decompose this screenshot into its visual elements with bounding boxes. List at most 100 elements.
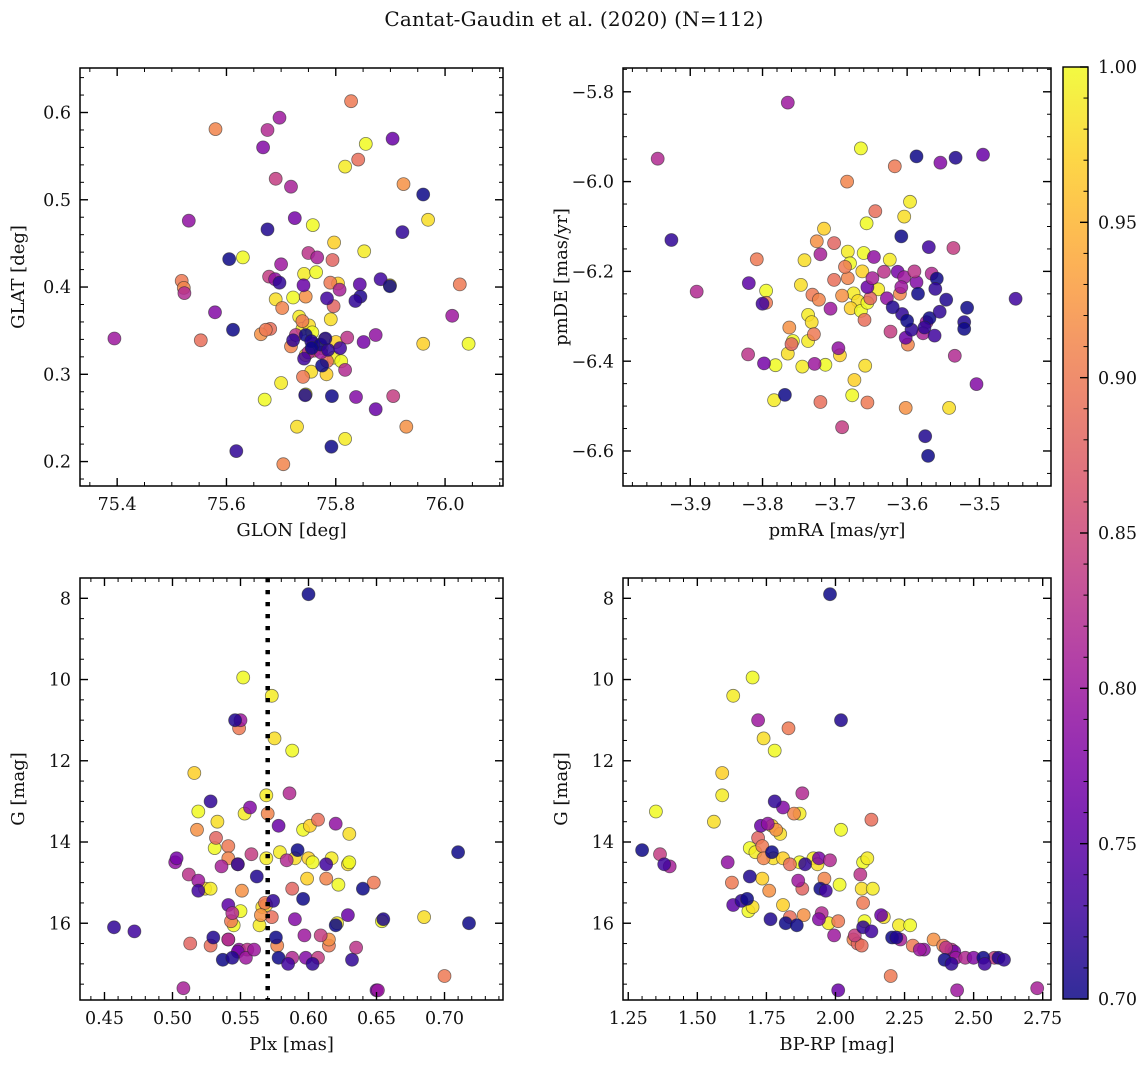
star-point (225, 950, 240, 965)
star-point (301, 587, 316, 602)
y-tick-label: −6.4 (572, 352, 615, 372)
star-point (838, 259, 852, 274)
star-point (827, 928, 841, 943)
x-tick-label: 1.75 (747, 1009, 786, 1029)
star-point (798, 857, 812, 872)
star-point (305, 855, 320, 870)
colorbar-tick-label: 0.90 (1098, 369, 1137, 389)
star-point (755, 296, 770, 311)
y-tick-label: 16 (49, 914, 71, 934)
star-point (883, 324, 898, 339)
star-point (376, 912, 391, 927)
star-point (741, 276, 756, 291)
x-tick-label: −3.8 (741, 495, 784, 515)
star-point (957, 321, 972, 336)
star-point (756, 731, 771, 746)
star-point (827, 236, 841, 251)
star-point (865, 271, 880, 286)
star-point (720, 855, 735, 870)
axes-frame (622, 67, 1052, 487)
star-point (783, 857, 797, 872)
x-tick-label: 0.45 (85, 1009, 124, 1029)
star-point (854, 938, 869, 953)
y-axis-label-pmra-pmde: pmDE [mas/yr] (551, 208, 572, 346)
star-point (856, 896, 870, 910)
star-point (298, 388, 313, 403)
star-point (268, 930, 283, 945)
star-point (229, 444, 244, 459)
star-point (809, 234, 824, 249)
star-point (942, 400, 956, 415)
star-point (969, 377, 984, 392)
star-point (324, 439, 339, 454)
y-tick-label: 14 (592, 833, 614, 853)
colorbar-tick-label: 0.85 (1098, 524, 1137, 544)
star-point (745, 670, 760, 685)
star-point (768, 358, 783, 373)
star-point (203, 881, 218, 896)
star-point (776, 898, 790, 912)
star-point (191, 883, 206, 898)
star-point (279, 853, 294, 868)
star-point (256, 140, 271, 155)
star-point (349, 940, 364, 955)
star-point (328, 816, 343, 831)
star-point (928, 281, 943, 296)
y-tick-label: 12 (592, 752, 614, 772)
star-point (649, 804, 663, 819)
star-point (834, 822, 848, 837)
star-point (948, 150, 963, 165)
star-point (238, 950, 253, 965)
x-tick-label: 75.6 (207, 495, 246, 515)
star-point (187, 766, 202, 780)
star-point (235, 250, 250, 265)
star-point (847, 373, 862, 387)
star-point (234, 883, 249, 898)
star-point (331, 877, 346, 892)
star-point (208, 305, 222, 320)
star-point (939, 940, 953, 955)
star-point (209, 831, 223, 845)
star-point (318, 331, 333, 346)
star-point (715, 766, 730, 780)
star-point (258, 322, 273, 337)
star-point (304, 341, 319, 356)
star-point (927, 328, 942, 343)
star-point (355, 881, 370, 896)
star-point (451, 845, 466, 860)
star-point (386, 389, 401, 404)
x-tick-label: −3.9 (669, 495, 712, 515)
star-point (260, 222, 275, 237)
star-point (206, 930, 221, 945)
star-point (286, 333, 301, 348)
star-point (867, 250, 881, 264)
star-point (857, 312, 872, 327)
star-point (855, 264, 870, 279)
star-point (348, 294, 363, 308)
star-point (272, 275, 287, 290)
y-tick-label: 14 (49, 833, 71, 853)
star-point (399, 419, 414, 434)
star-point (324, 389, 339, 404)
star-point (417, 910, 432, 924)
star-point (883, 969, 898, 983)
star-point (298, 289, 313, 304)
x-tick-label: 1.50 (678, 1009, 717, 1029)
star-point (900, 313, 914, 328)
star-point (221, 839, 236, 853)
star-point (259, 851, 274, 866)
star-point (882, 252, 897, 267)
star-point (421, 212, 436, 227)
star-point (807, 356, 822, 371)
star-point (296, 892, 311, 906)
star-point (818, 883, 833, 898)
x-axis-label-pmra-pmde: pmRA [mas/yr] (769, 520, 906, 541)
star-point (997, 952, 1011, 967)
star-point (845, 388, 860, 403)
star-point (778, 387, 792, 402)
y-axis-label-glon-glat: GLAT [deg] (8, 225, 29, 329)
star-point (181, 213, 196, 228)
x-tick-label: −3.6 (886, 495, 929, 515)
